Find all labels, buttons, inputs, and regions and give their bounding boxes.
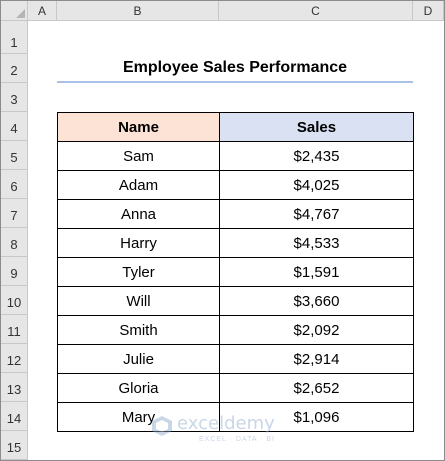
column-header-a[interactable]: A bbox=[28, 1, 57, 21]
row-header-10[interactable]: 10 bbox=[1, 286, 28, 315]
sales-cell[interactable]: $3,660 bbox=[220, 287, 414, 316]
row-header-14[interactable]: 14 bbox=[1, 402, 28, 431]
name-cell[interactable]: Julie bbox=[58, 345, 220, 374]
name-column-header[interactable]: Name bbox=[58, 113, 220, 142]
row-header-13[interactable]: 13 bbox=[1, 373, 28, 402]
name-cell[interactable]: Anna bbox=[58, 200, 220, 229]
name-cell[interactable]: Will bbox=[58, 287, 220, 316]
sales-table: Name Sales Sam $2,435 Adam $4,025 Anna $… bbox=[57, 112, 414, 432]
table-row: Tyler $1,591 bbox=[58, 258, 414, 287]
name-cell[interactable]: Sam bbox=[58, 142, 220, 171]
table-row: Anna $4,767 bbox=[58, 200, 414, 229]
sales-cell[interactable]: $2,435 bbox=[220, 142, 414, 171]
table-row: Smith $2,092 bbox=[58, 316, 414, 345]
row-header-3[interactable]: 3 bbox=[1, 83, 28, 112]
sales-cell[interactable]: $4,767 bbox=[220, 200, 414, 229]
row-header-15[interactable]: 15 bbox=[1, 431, 28, 460]
table-row: Sam $2,435 bbox=[58, 142, 414, 171]
sales-cell[interactable]: $1,591 bbox=[220, 258, 414, 287]
row-header-7[interactable]: 7 bbox=[1, 199, 28, 228]
select-all-icon bbox=[16, 9, 25, 18]
row-header-6[interactable]: 6 bbox=[1, 170, 28, 199]
row-header-1[interactable]: 1 bbox=[1, 21, 28, 54]
row-header-5[interactable]: 5 bbox=[1, 141, 28, 170]
title-underline bbox=[57, 81, 413, 83]
name-cell[interactable]: Smith bbox=[58, 316, 220, 345]
name-cell[interactable]: Harry bbox=[58, 229, 220, 258]
row-header-2[interactable]: 2 bbox=[1, 54, 28, 83]
sales-cell[interactable]: $4,533 bbox=[220, 229, 414, 258]
exceldemy-watermark: exceldemy EXCEL · DATA · BI bbox=[151, 411, 301, 445]
watermark-tagline: EXCEL · DATA · BI bbox=[199, 436, 275, 443]
sheet-title[interactable]: Employee Sales Performance bbox=[57, 54, 413, 82]
sales-cell[interactable]: $2,092 bbox=[220, 316, 414, 345]
sales-cell[interactable]: $4,025 bbox=[220, 171, 414, 200]
table-row: Julie $2,914 bbox=[58, 345, 414, 374]
sales-column-header[interactable]: Sales bbox=[220, 113, 414, 142]
column-header-c[interactable]: C bbox=[219, 1, 413, 21]
sales-cell[interactable]: $2,652 bbox=[220, 374, 414, 403]
row-header-12[interactable]: 12 bbox=[1, 344, 28, 373]
select-all-corner[interactable] bbox=[1, 1, 28, 21]
row-header-8[interactable]: 8 bbox=[1, 228, 28, 257]
exceldemy-logo-icon bbox=[151, 415, 173, 437]
name-cell[interactable]: Tyler bbox=[58, 258, 220, 287]
sales-cell[interactable]: $2,914 bbox=[220, 345, 414, 374]
table-row: Harry $4,533 bbox=[58, 229, 414, 258]
column-header-b[interactable]: B bbox=[57, 1, 219, 21]
column-header-d[interactable]: D bbox=[413, 1, 444, 21]
row-header-11[interactable]: 11 bbox=[1, 315, 28, 344]
row-header-4[interactable]: 4 bbox=[1, 112, 28, 141]
table-row: Will $3,660 bbox=[58, 287, 414, 316]
table-row: Gloria $2,652 bbox=[58, 374, 414, 403]
row-header-9[interactable]: 9 bbox=[1, 257, 28, 286]
watermark-name: exceldemy bbox=[177, 413, 275, 434]
table-row: Adam $4,025 bbox=[58, 171, 414, 200]
name-cell[interactable]: Adam bbox=[58, 171, 220, 200]
name-cell[interactable]: Gloria bbox=[58, 374, 220, 403]
